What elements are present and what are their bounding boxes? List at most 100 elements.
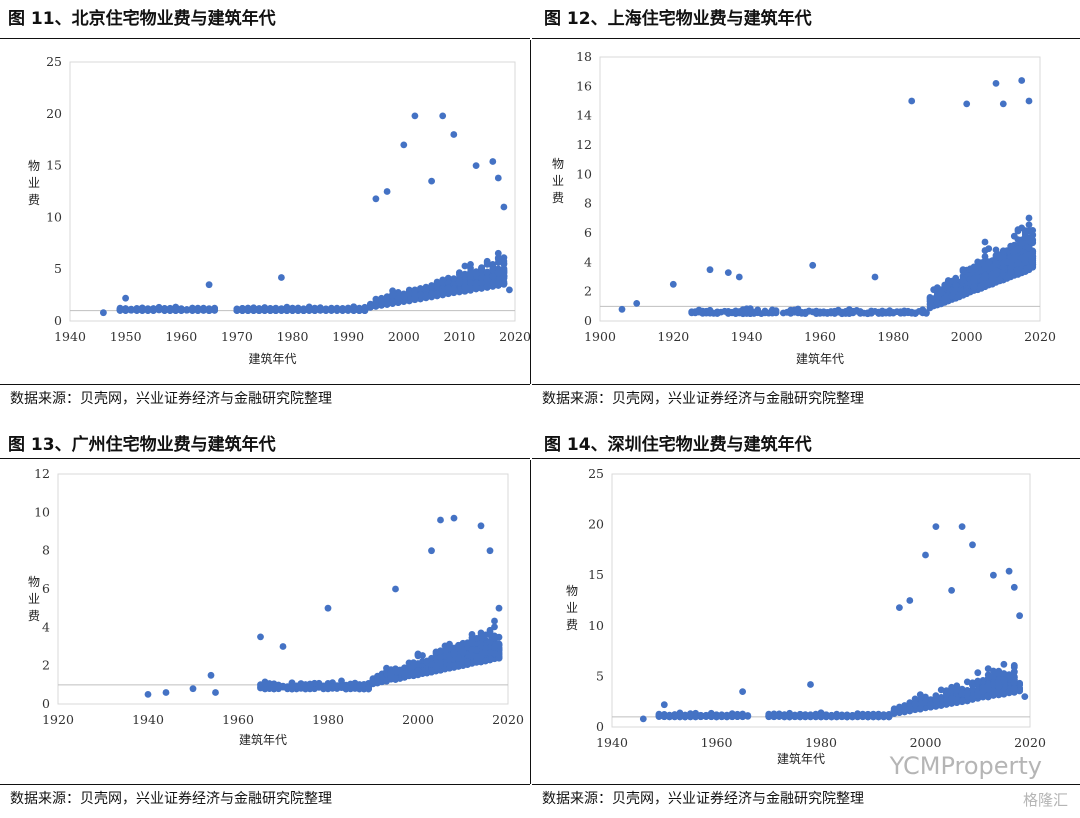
data-point (970, 283, 978, 291)
y-tick-label: 10 (34, 504, 50, 519)
data-point (461, 283, 469, 291)
data-point (417, 285, 424, 293)
data-point (467, 261, 474, 268)
data-point (491, 643, 498, 651)
data-point (494, 269, 502, 277)
data-point (394, 294, 402, 302)
y-tick-label: 18 (576, 49, 592, 64)
y-tick-label: 10 (576, 166, 592, 181)
data-point (1014, 226, 1022, 234)
data-point-outlier (212, 689, 219, 696)
data-point (478, 265, 485, 273)
source-rule (532, 384, 1080, 385)
data-point (428, 282, 435, 289)
x-axis-label: 建筑年代 (248, 351, 296, 366)
data-point (316, 306, 324, 314)
data-point (396, 668, 404, 675)
data-point-outlier (724, 269, 732, 276)
x-tick-label: 1990 (332, 329, 364, 344)
data-point (255, 307, 263, 314)
y-axis-label: 物业费 (28, 159, 40, 207)
data-point (302, 684, 309, 692)
data-point-outlier (633, 300, 641, 307)
data-point (1025, 235, 1033, 243)
data-point (372, 302, 380, 310)
data-point (339, 307, 346, 314)
title-rule (532, 38, 1080, 39)
y-axis-label: 物业费 (552, 157, 564, 205)
x-tick-label: 2000 (951, 329, 983, 344)
data-point (244, 305, 252, 313)
data-point (911, 309, 919, 317)
y-tick-label: 10 (46, 209, 62, 224)
data-point (261, 679, 269, 687)
data-point-outlier (735, 273, 743, 281)
data-point (970, 275, 978, 283)
data-point (297, 680, 305, 688)
data-point-outlier (500, 203, 508, 211)
data-point (500, 272, 508, 280)
data-point (400, 293, 408, 300)
data-point (875, 309, 883, 316)
data-point (150, 306, 157, 314)
data-point (422, 293, 430, 301)
data-point-outlier (908, 97, 916, 105)
data-point (1007, 268, 1015, 276)
plot-area (599, 56, 1041, 322)
data-point (172, 306, 180, 314)
x-axis-label: 建筑年代 (796, 351, 844, 366)
source-note: 数据来源：贝壳网，兴业证券经济与金融研究院整理 (10, 391, 332, 407)
title-rule (532, 458, 1080, 459)
data-point (724, 310, 732, 317)
data-point (439, 288, 447, 295)
x-tick-label: 1980 (277, 329, 309, 344)
data-point (1021, 227, 1029, 235)
x-tick-label: 2010 (443, 329, 475, 344)
data-point (500, 257, 508, 265)
data-point (155, 303, 163, 311)
data-point-outlier (207, 671, 215, 679)
data-point (472, 270, 480, 278)
data-point (495, 651, 503, 658)
y-tick-label: 2 (584, 284, 592, 299)
data-point (996, 253, 1004, 261)
data-point (122, 306, 129, 314)
source-rule (0, 384, 530, 385)
chart-panel-guangzhou: 图 13、广州住宅物业费与建筑年代 0 2 4 6 8 10 12 1920 1940 1960 1… (0, 426, 530, 818)
data-point (419, 652, 426, 659)
data-point (710, 309, 718, 317)
data-point (439, 276, 447, 284)
y-tick-label: 10 (588, 618, 604, 633)
data-point (183, 306, 191, 314)
data-point-outlier (618, 305, 626, 313)
data-point (333, 304, 341, 312)
data-point (473, 635, 480, 642)
plot-area (611, 473, 1031, 728)
y-tick-label: 25 (46, 54, 62, 69)
data-point-outlier (706, 266, 714, 274)
data-point (356, 682, 363, 690)
data-point-outlier (162, 689, 170, 696)
data-point (985, 245, 993, 253)
data-point (289, 306, 296, 313)
data-point (350, 307, 358, 314)
data-point (333, 682, 341, 689)
data-point (491, 617, 498, 625)
y-tick-label: 16 (576, 78, 592, 93)
y-tick-label: 0 (584, 313, 592, 328)
data-point-outlier (963, 100, 971, 108)
title-rule (0, 38, 530, 39)
data-point (988, 263, 996, 271)
data-point-outlier (992, 80, 1000, 87)
data-point (1021, 267, 1029, 275)
data-point-outlier (489, 158, 497, 165)
x-tick-label: 1940 (132, 712, 164, 727)
data-point (311, 679, 318, 687)
plot-area (69, 61, 516, 322)
data-point (464, 658, 471, 665)
data-point (205, 306, 213, 314)
data-point (405, 297, 413, 304)
data-point (952, 281, 960, 289)
scatter-points (144, 514, 503, 698)
y-tick-label: 0 (596, 719, 604, 734)
